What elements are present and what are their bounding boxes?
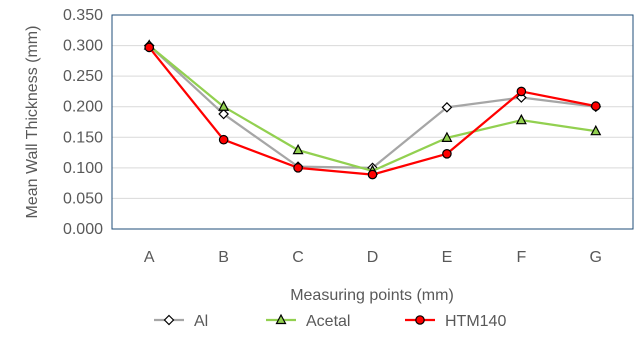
x-tick-label: A	[144, 249, 155, 266]
y-tick-label: 0.150	[63, 129, 103, 146]
data-point-marker	[218, 100, 230, 111]
x-axis-title: Measuring points (mm)	[290, 287, 454, 304]
legend-swatch-marker	[415, 315, 425, 325]
data-point-marker	[292, 143, 304, 155]
x-tick-label: F	[516, 249, 526, 266]
y-tick-label: 0.200	[63, 99, 103, 116]
x-tick-labels: A B C D E F G	[144, 249, 602, 266]
y-tick-label: 0.250	[63, 68, 103, 85]
series-acetal	[143, 39, 602, 176]
data-point-marker	[590, 124, 602, 136]
series-group	[143, 39, 602, 180]
legend-swatch-marker	[163, 314, 175, 326]
y-tick-labels: 0.000 0.050 0.100 0.150 0.200 0.250 0.300 0.350	[63, 7, 103, 238]
data-point-marker	[515, 113, 527, 125]
data-point-marker	[144, 42, 155, 53]
y-tick-label: 0.300	[63, 38, 103, 55]
y-axis-title: Mean Wall Thickness (mm)	[24, 26, 41, 219]
y-tick-label: 0.100	[63, 160, 103, 177]
series-line	[148, 46, 597, 176]
data-point-marker	[442, 148, 452, 159]
legend-item-al: Al	[154, 313, 208, 330]
y-tick-label: 0.350	[63, 7, 103, 24]
legend-label: Al	[194, 313, 208, 330]
legend-swatch-marker	[275, 313, 287, 325]
x-tick-label: B	[218, 249, 229, 266]
legend-label: HTM140	[445, 313, 506, 330]
data-point-marker	[590, 101, 601, 111]
gridlines	[112, 45, 633, 199]
y-tick-label: 0.000	[63, 221, 103, 238]
legend-label: Acetal	[306, 313, 350, 330]
data-point-marker	[293, 163, 303, 173]
data-point-marker	[218, 108, 229, 120]
legend: Al Acetal HTM140	[154, 313, 506, 330]
x-tick-label: D	[367, 249, 379, 266]
legend-item-htm140: HTM140	[405, 313, 506, 330]
plot-frame	[111, 14, 634, 230]
y-tick-label: 0.050	[63, 190, 103, 207]
data-point-marker	[218, 134, 229, 145]
legend-item-acetal: Acetal	[266, 313, 350, 330]
data-point-marker	[367, 169, 378, 180]
data-point-marker	[516, 86, 527, 97]
data-point-marker	[441, 131, 453, 142]
x-tick-label: G	[590, 249, 602, 266]
series-htm140	[144, 42, 601, 180]
x-tick-label: C	[292, 249, 304, 266]
x-tick-label: E	[442, 249, 453, 266]
data-point-marker	[441, 101, 453, 113]
